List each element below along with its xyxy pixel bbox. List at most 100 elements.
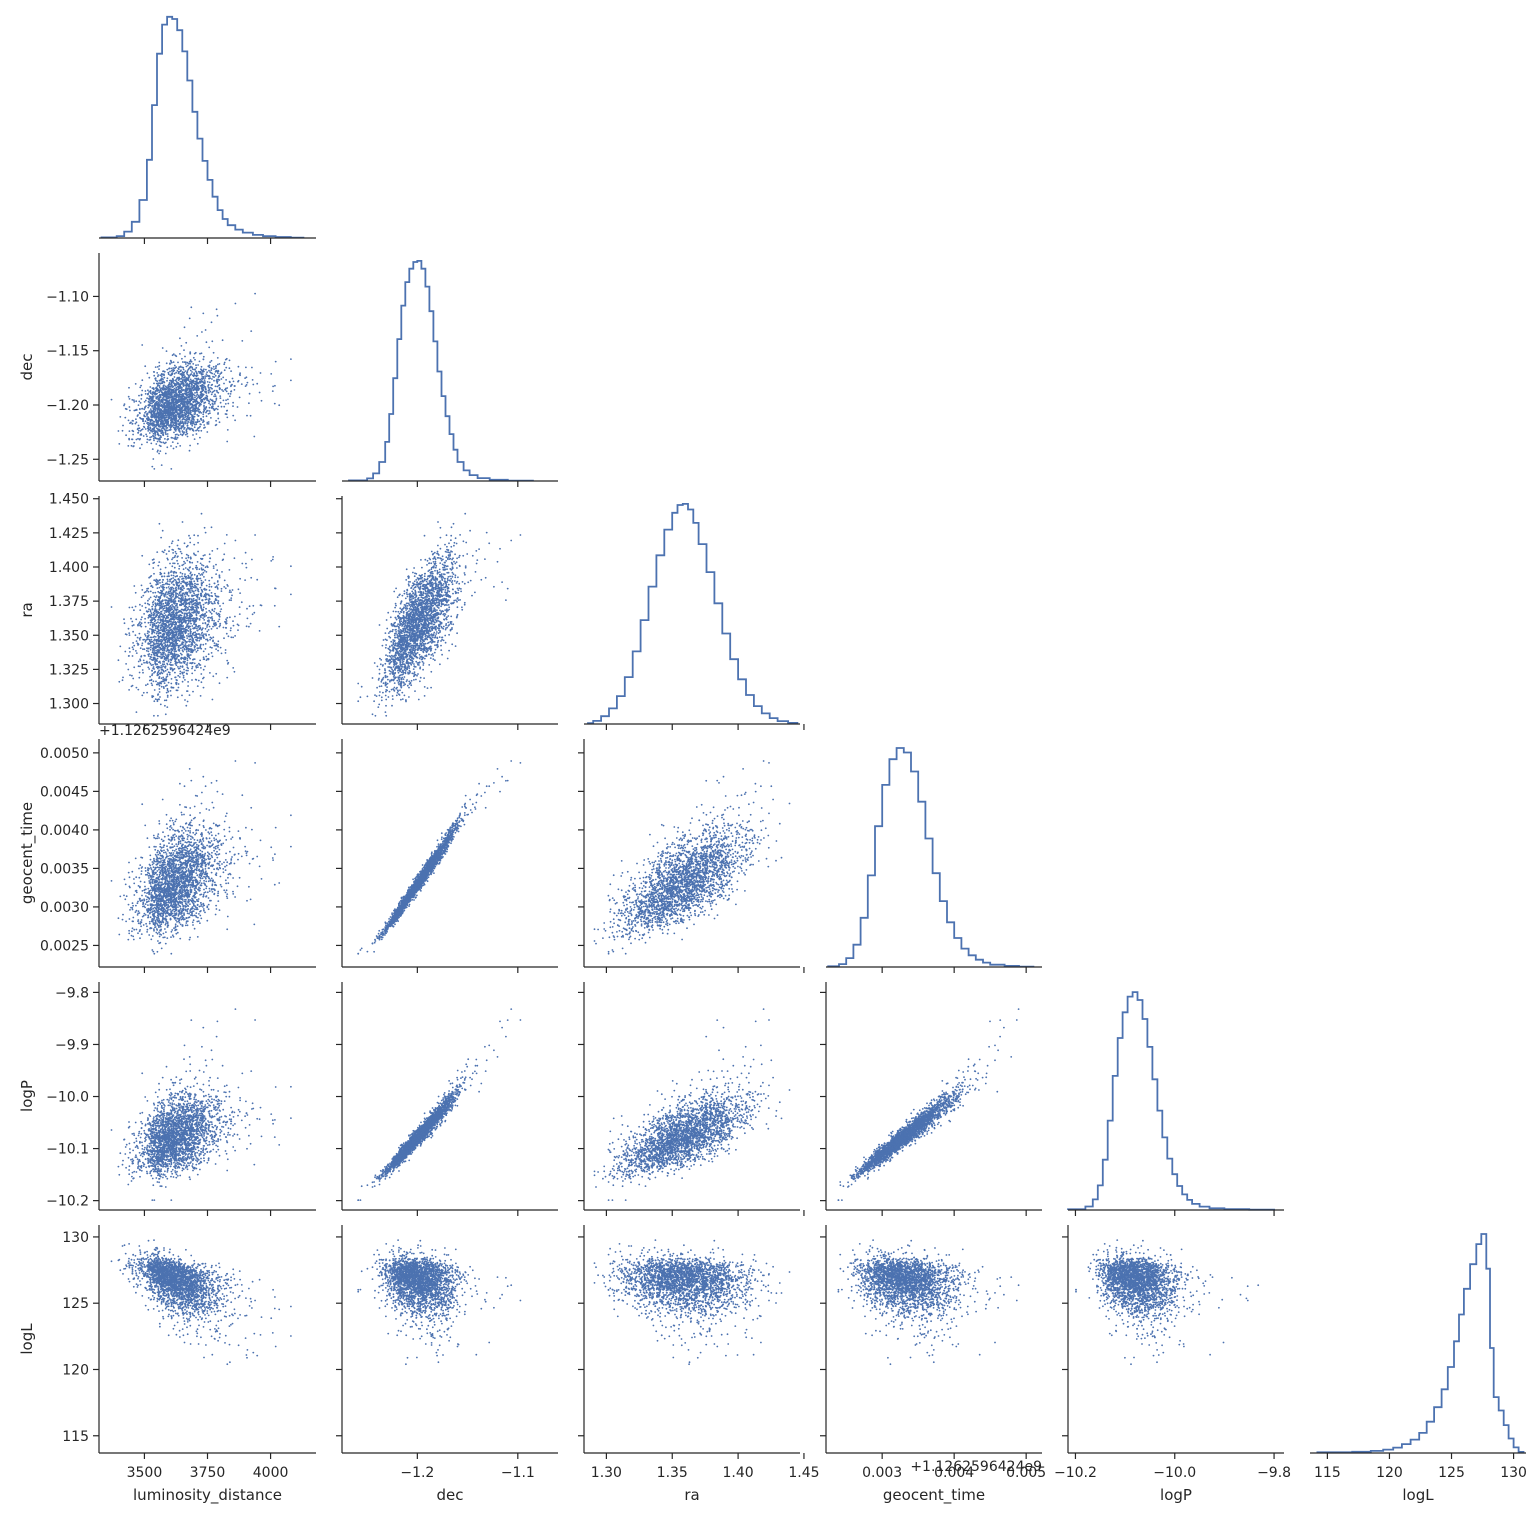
scatter-point [135,418,137,420]
scatter-point [177,368,179,370]
scatter-point [208,347,210,349]
scatter-point [217,418,219,420]
scatter-point [209,412,211,414]
scatter-point [150,443,152,445]
scatter-point [166,362,168,364]
scatter-point [159,450,161,452]
scatter-point [138,404,140,406]
scatter-point [177,362,179,364]
scatter-point [141,444,143,446]
scatter-point [251,367,253,369]
scatter-point [274,385,276,387]
scatter-point [222,377,224,379]
scatter-point [195,430,197,432]
scatter-point [225,403,227,405]
scatter-point [199,437,201,439]
scatter-point [184,370,186,372]
scatter-point [166,350,168,352]
scatter-point [217,406,219,408]
scatter-point [157,366,159,368]
scatter-point [128,387,130,389]
scatter-point [174,365,176,367]
scatter-point [239,397,241,399]
scatter-point [145,434,147,436]
scatter-point [246,415,248,417]
scatter-point [140,402,142,404]
scatter-point [256,383,258,385]
scatter-point [253,436,255,438]
scatter-point [128,438,130,440]
scatter-point [175,372,177,374]
scatter-point [270,373,272,375]
scatter-point [160,442,162,444]
scatter-point [146,435,148,437]
scatter-point [132,434,134,436]
scatter-point [211,321,213,323]
scatter-point [159,374,161,376]
scatter-point [183,428,185,430]
scatter-point [232,402,234,404]
scatter-point [174,373,176,375]
scatter-point [143,423,145,425]
scatter-point [204,377,206,379]
scatter-point [138,425,140,427]
scatter-point [205,369,207,371]
scatter-point [185,342,187,344]
scatter-point [290,358,292,360]
scatter-point [183,349,185,351]
scatter-point [226,410,228,412]
histogram-logP [1068,992,1274,1210]
scatter-point [141,390,143,392]
scatter-point [214,394,216,396]
scatter-point [192,368,194,370]
scatter-point [173,432,175,434]
scatter-point [226,413,228,415]
scatter-point [259,392,261,394]
scatter-point [190,379,192,381]
scatter-point [260,372,262,374]
scatter-point [136,439,138,441]
scatter-point [209,410,211,412]
scatter-point [252,384,254,386]
scatter-point [224,362,226,364]
scatter-panel-dec-vs-luminosity_distance [111,293,292,470]
scatter-point [179,337,181,339]
histogram-luminosity_distance [102,17,304,238]
scatter-point [239,374,241,376]
scatter-point [181,358,183,360]
scatter-point [135,400,137,402]
scatter-point [225,367,227,369]
scatter-point [154,378,156,380]
scatter-point [217,315,219,317]
corner-plot: −1.25−1.20−1.15−1.101.3001.3251.3501.375… [0,0,1537,1514]
scatter-point [141,394,143,396]
scatter-point [214,373,216,375]
scatter-point [128,396,130,398]
scatter-point [178,434,180,436]
scatter-point [189,445,191,447]
scatter-point [195,364,197,366]
scatter-point [201,366,203,368]
scatter-point [202,313,204,315]
scatter-point [138,395,140,397]
scatter-point [221,378,223,380]
scatter-point [208,392,210,394]
scatter-point [141,344,143,346]
histogram-ra [588,504,797,724]
scatter-point [161,376,163,378]
scatter-point [118,430,120,432]
scatter-point [132,439,134,441]
scatter-point [222,390,224,392]
scatter-point [161,428,163,430]
scatter-point [198,430,200,432]
scatter-point [167,438,169,440]
scatter-point [194,359,196,361]
scatter-point [139,387,141,389]
scatter-point [195,395,197,397]
scatter-point [238,366,240,368]
scatter-point [195,367,197,369]
scatter-point [166,369,168,371]
scatter-point [222,339,224,341]
scatter-point [173,448,175,450]
scatter-point [133,442,135,444]
